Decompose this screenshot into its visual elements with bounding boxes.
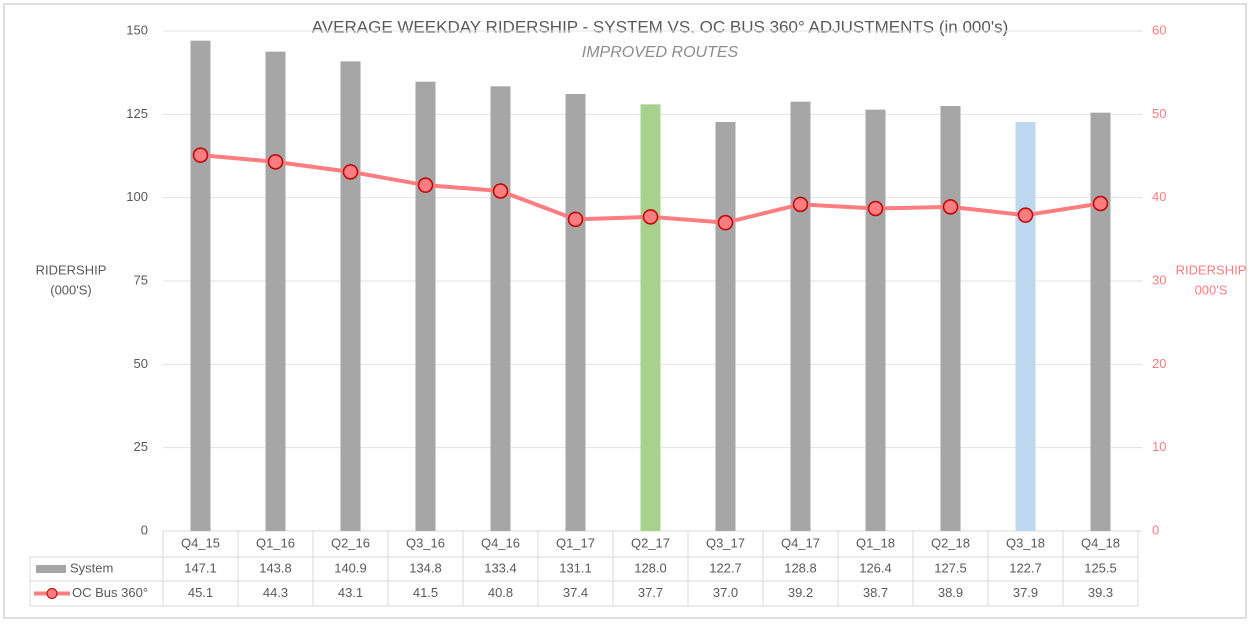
line-marker: [267, 154, 284, 170]
line-marker: [567, 211, 584, 228]
y-tick-label: 150: [126, 22, 148, 37]
x-tick-label: Q3_16: [406, 535, 445, 550]
x-tick-label: Q4_15: [181, 535, 220, 550]
table-value: 143.8: [259, 560, 292, 575]
table-value: 126.4: [859, 560, 892, 575]
table-value: 41.5: [413, 585, 438, 600]
chart-title: AVERAGE WEEKDAY RIDERSHIP - SYSTEM VS. O…: [312, 17, 1009, 36]
y2-axis-label: RIDERSHIP: [1176, 262, 1247, 277]
y2-tick-label: 20: [1152, 356, 1166, 371]
line-marker: [1092, 195, 1109, 212]
table-value: 131.1: [559, 560, 592, 575]
table-value: 45.1: [188, 585, 213, 600]
line-marker: [1017, 207, 1034, 223]
legend-label: OC Bus 360°: [72, 585, 148, 600]
line-marker: [417, 177, 434, 193]
legend-swatch: [36, 565, 66, 573]
x-tick-label: Q2_18: [931, 535, 970, 550]
table-value: 37.7: [638, 585, 663, 600]
bar: [790, 101, 811, 532]
x-tick-label: Q4_16: [481, 535, 520, 550]
y-axis-label: (000'S): [50, 282, 92, 297]
bar: [265, 51, 286, 532]
y2-tick-label: 40: [1152, 189, 1166, 204]
table-value: 140.9: [334, 560, 367, 575]
y2-tick-label: 30: [1152, 272, 1166, 287]
bar: [1090, 112, 1111, 532]
bar: [1015, 122, 1036, 531]
x-tick-label: Q1_18: [856, 535, 895, 550]
y-tick-label: 25: [134, 439, 148, 454]
legend-label: System: [70, 560, 113, 575]
table-value: 43.1: [338, 585, 363, 600]
bar: [490, 86, 511, 531]
line-marker: [492, 183, 509, 199]
bar: [565, 94, 586, 531]
x-tick-label: Q4_18: [1081, 535, 1120, 550]
y-tick-label: 75: [134, 272, 148, 287]
table-value: 122.7: [709, 560, 742, 575]
x-tick-label: Q3_18: [1006, 535, 1045, 550]
chart-border: [3, 3, 1247, 619]
table-value: 134.8: [409, 560, 442, 575]
y2-axis-label: 000'S: [1195, 282, 1228, 297]
x-tick-label: Q2_16: [331, 535, 370, 550]
table-value: 44.3: [263, 585, 288, 600]
line-marker: [192, 147, 209, 163]
table-value: 38.9: [938, 585, 963, 600]
y2-tick-label: 10: [1152, 439, 1166, 454]
table-value: 122.7: [1009, 560, 1042, 575]
bar: [190, 40, 211, 532]
table-value: 133.4: [484, 560, 517, 575]
bar: [715, 122, 736, 531]
x-tick-label: Q3_17: [706, 535, 745, 550]
table-value: 37.0: [713, 585, 738, 600]
y-tick-label: 0: [141, 522, 148, 537]
x-tick-label: Q1_16: [256, 535, 295, 550]
table-value: 147.1: [184, 560, 217, 575]
x-tick-label: Q2_17: [631, 535, 670, 550]
table-value: 37.9: [1013, 585, 1038, 600]
table-value: 39.2: [788, 585, 813, 600]
bar: [865, 109, 886, 532]
line-marker: [642, 209, 659, 225]
bar: [415, 81, 436, 532]
line-marker: [942, 199, 959, 215]
y2-tick-label: 60: [1152, 22, 1166, 37]
table-value: 40.8: [488, 585, 513, 600]
bar: [340, 61, 361, 531]
table-value: 128.0: [634, 560, 667, 575]
y-axis-label: RIDERSHIP: [36, 262, 107, 277]
table-value: 127.5: [934, 560, 967, 575]
y-tick-label: 100: [126, 189, 148, 204]
line-marker: [342, 164, 359, 180]
line-marker: [792, 196, 809, 213]
line-marker: [867, 200, 884, 217]
table-value: 39.3: [1088, 585, 1113, 600]
y2-tick-label: 50: [1152, 106, 1166, 121]
table-value: 37.4: [563, 585, 588, 600]
table-value: 125.5: [1084, 560, 1117, 575]
x-tick-label: Q4_17: [781, 535, 820, 550]
table-value: 38.7: [863, 585, 888, 600]
bar: [640, 104, 661, 531]
x-tick-label: Q1_17: [556, 535, 595, 550]
legend-marker: [46, 588, 58, 599]
y-tick-label: 50: [134, 356, 148, 371]
table-value: 128.8: [784, 560, 817, 575]
y-tick-label: 125: [126, 106, 148, 121]
line-marker: [717, 214, 734, 231]
bar: [940, 106, 961, 531]
y2-tick-label: 0: [1152, 522, 1159, 537]
chart-subtitle: IMPROVED ROUTES: [582, 44, 739, 61]
